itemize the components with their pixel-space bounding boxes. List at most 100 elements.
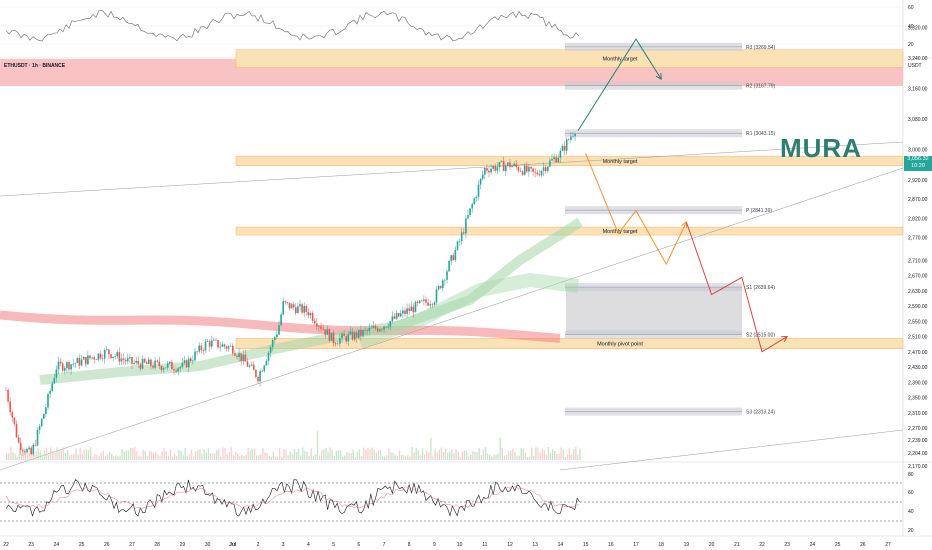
- pivot-range-box: [566, 287, 742, 335]
- candle-body: [34, 444, 37, 446]
- candle-body: [311, 313, 314, 321]
- candle-body: [263, 365, 266, 372]
- candle-body: [473, 198, 476, 205]
- volume-bar: [279, 448, 281, 460]
- volume-bar: [205, 452, 207, 460]
- volume-bar: [43, 450, 46, 460]
- volume-bar: [165, 451, 167, 460]
- candle-body: [242, 354, 245, 362]
- volume-bar: [541, 448, 543, 460]
- volume-bar: [470, 454, 472, 460]
- volume-bar: [136, 451, 138, 460]
- volume-bar: [367, 448, 369, 460]
- candle-body: [410, 306, 413, 311]
- candle-body: [26, 449, 28, 453]
- volume-bar: [337, 450, 340, 460]
- volume-bar: [478, 447, 480, 460]
- candle-body: [148, 359, 150, 365]
- candle-body: [479, 178, 482, 185]
- volume-bar: [64, 452, 67, 460]
- volume-bar: [77, 454, 79, 460]
- candle-body: [385, 326, 387, 328]
- candle-body: [433, 302, 436, 305]
- projection-path: [685, 221, 788, 353]
- rsi-tick-label: 60: [908, 490, 914, 496]
- candle-body: [284, 301, 287, 303]
- volume-bar: [174, 453, 176, 460]
- price-tick-label: 2,550.00: [908, 319, 928, 325]
- candle-body: [511, 165, 513, 168]
- candle-body: [173, 369, 175, 371]
- candle-body: [91, 357, 93, 359]
- candle-body: [183, 360, 186, 363]
- time-tick-label: 8: [408, 542, 411, 548]
- volume-bar: [552, 449, 554, 460]
- candle-body: [145, 362, 148, 365]
- candle-body: [387, 326, 389, 328]
- zone-label: Monthly target: [603, 57, 638, 63]
- candle-body: [269, 347, 272, 353]
- candle-body: [528, 166, 530, 172]
- volume-bar: [570, 454, 573, 460]
- candle-body: [465, 218, 467, 234]
- candle-body: [124, 359, 127, 362]
- volume-bar: [125, 450, 128, 460]
- volume-bar: [549, 453, 552, 460]
- volume-bar: [291, 454, 293, 460]
- candle-body: [255, 369, 257, 377]
- volume-bar: [195, 451, 197, 460]
- price-tick-label: 3,000.00: [908, 148, 928, 154]
- candle-body: [307, 312, 310, 316]
- candle-body: [303, 306, 305, 313]
- volume-bar: [575, 447, 577, 460]
- time-tick-label: 22: [759, 542, 765, 548]
- volume-bar: [132, 447, 134, 460]
- volume-bar: [514, 451, 516, 460]
- candle-body: [133, 362, 135, 364]
- volume-bar: [167, 456, 170, 460]
- volume-bar: [157, 454, 159, 460]
- volume-bar: [482, 449, 485, 460]
- candle-body: [305, 306, 308, 313]
- volume-bar: [192, 456, 195, 460]
- candle-body: [561, 145, 564, 151]
- candle-body: [13, 417, 16, 424]
- last-price-countdown: 10:20: [911, 163, 925, 169]
- candle-body: [494, 166, 497, 171]
- candle-body: [95, 359, 98, 361]
- volume-bar: [564, 456, 566, 460]
- candle-body: [32, 444, 35, 455]
- candle-body: [349, 331, 352, 335]
- candle-body: [488, 170, 490, 173]
- price-tick-label: 2,350.00: [908, 396, 928, 402]
- volume-bar: [14, 453, 16, 460]
- candle-body: [538, 174, 541, 176]
- time-tick-label: 9: [433, 542, 436, 548]
- volume-bar: [75, 448, 77, 460]
- volume-bar: [526, 456, 529, 460]
- candle-body: [456, 241, 459, 250]
- volume-bar: [524, 452, 527, 460]
- volume-bar: [224, 448, 226, 460]
- volume-bar: [384, 456, 386, 460]
- volume-bar: [161, 451, 163, 460]
- candle-body: [393, 316, 396, 319]
- price-tick-label: 2,270.00: [908, 426, 928, 432]
- candle-body: [570, 136, 572, 140]
- volume-bar: [512, 448, 514, 460]
- candle-body: [400, 313, 402, 317]
- candle-body: [164, 367, 167, 369]
- price-tick-label: 2,670.00: [908, 274, 928, 280]
- candle-body: [200, 345, 203, 351]
- volume-bar: [264, 452, 266, 460]
- time-tick-label: 3: [282, 542, 285, 548]
- candle-body: [276, 334, 278, 338]
- volume-bar: [100, 452, 102, 460]
- volume-bar: [516, 455, 518, 460]
- time-tick-label: 25: [79, 542, 85, 548]
- volume-bar: [260, 454, 262, 460]
- volume-bar: [342, 456, 344, 460]
- candle-body: [463, 232, 465, 234]
- price-tick-label: 2,470.00: [908, 350, 928, 356]
